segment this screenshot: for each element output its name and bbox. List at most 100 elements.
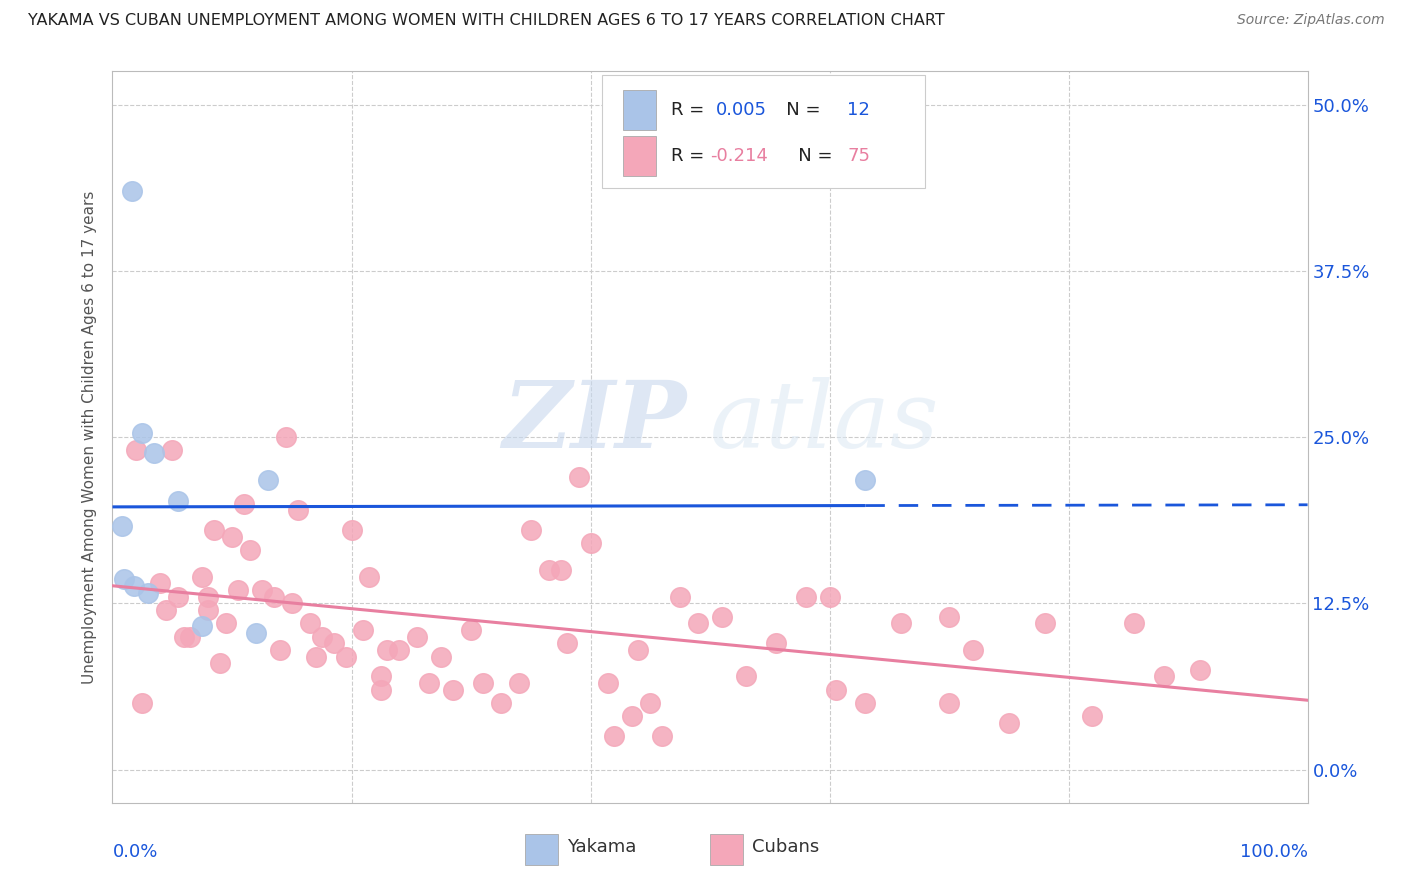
- Point: [1153, 669, 1175, 683]
- Point: [890, 616, 912, 631]
- Point: [226, 582, 249, 597]
- Point: [281, 596, 304, 610]
- Text: Cubans: Cubans: [752, 838, 820, 855]
- Point: [149, 576, 172, 591]
- Point: [197, 590, 219, 604]
- Point: [143, 446, 166, 460]
- Point: [239, 543, 262, 558]
- Point: [370, 669, 392, 683]
- Bar: [524, 834, 558, 865]
- Point: [377, 643, 399, 657]
- Point: [111, 519, 134, 533]
- Point: [114, 573, 135, 587]
- Point: [765, 636, 787, 650]
- Point: [938, 696, 960, 710]
- Text: Source: ZipAtlas.com: Source: ZipAtlas.com: [1237, 13, 1385, 28]
- Text: R =: R =: [671, 101, 710, 119]
- Point: [550, 563, 572, 577]
- Point: [651, 729, 673, 743]
- Point: [167, 494, 190, 508]
- Point: [208, 656, 231, 670]
- Text: N =: N =: [769, 101, 825, 119]
- Point: [202, 523, 225, 537]
- Point: [621, 709, 644, 723]
- Text: Yakama: Yakama: [567, 838, 636, 855]
- FancyBboxPatch shape: [602, 75, 925, 188]
- Bar: [623, 136, 657, 176]
- Y-axis label: Unemployment Among Women with Children Ages 6 to 17 years: Unemployment Among Women with Children A…: [82, 190, 97, 684]
- Point: [489, 696, 512, 710]
- Point: [388, 643, 411, 657]
- Bar: [623, 90, 657, 130]
- Point: [311, 630, 333, 644]
- Point: [441, 682, 464, 697]
- Point: [287, 503, 309, 517]
- Point: [824, 682, 846, 697]
- Point: [359, 570, 381, 584]
- Point: [173, 630, 195, 644]
- Point: [686, 616, 709, 631]
- Point: [131, 426, 153, 441]
- Point: [818, 590, 841, 604]
- Point: [191, 619, 214, 633]
- Point: [304, 649, 326, 664]
- Point: [520, 523, 543, 537]
- Point: [335, 649, 357, 664]
- Point: [167, 590, 190, 604]
- Point: [711, 609, 734, 624]
- Point: [340, 523, 363, 537]
- Point: [322, 636, 344, 650]
- Point: [579, 536, 602, 550]
- Point: [352, 623, 374, 637]
- Point: [537, 563, 560, 577]
- Point: [735, 669, 758, 683]
- Text: 0.005: 0.005: [716, 101, 768, 119]
- Point: [998, 716, 1021, 731]
- Point: [1123, 616, 1146, 631]
- Point: [567, 470, 591, 484]
- Text: 75: 75: [848, 147, 870, 165]
- Point: [298, 616, 321, 631]
- Point: [508, 676, 530, 690]
- Text: R =: R =: [671, 147, 710, 165]
- Point: [121, 184, 143, 198]
- Point: [245, 625, 267, 640]
- Point: [418, 676, 440, 690]
- Point: [257, 473, 280, 487]
- Point: [962, 643, 984, 657]
- Point: [1033, 616, 1056, 631]
- Point: [269, 643, 291, 657]
- Text: YAKAMA VS CUBAN UNEMPLOYMENT AMONG WOMEN WITH CHILDREN AGES 6 TO 17 YEARS CORREL: YAKAMA VS CUBAN UNEMPLOYMENT AMONG WOMEN…: [28, 13, 945, 29]
- Point: [162, 443, 183, 458]
- Text: ZIP: ZIP: [502, 377, 686, 467]
- Point: [370, 682, 392, 697]
- Point: [191, 570, 214, 584]
- Point: [853, 473, 877, 487]
- Point: [122, 579, 145, 593]
- Text: N =: N =: [780, 147, 838, 165]
- Text: -0.214: -0.214: [710, 147, 768, 165]
- Point: [250, 582, 273, 597]
- Point: [1189, 663, 1212, 677]
- Text: atlas: atlas: [710, 377, 939, 467]
- Point: [274, 430, 297, 444]
- Point: [263, 590, 285, 604]
- Text: 100.0%: 100.0%: [1240, 843, 1308, 861]
- Point: [221, 530, 243, 544]
- Point: [627, 643, 650, 657]
- Point: [853, 696, 877, 710]
- Point: [179, 630, 201, 644]
- Point: [555, 636, 578, 650]
- Text: 12: 12: [848, 101, 870, 119]
- Bar: [710, 834, 744, 865]
- Point: [1081, 709, 1104, 723]
- Point: [406, 630, 429, 644]
- Point: [155, 603, 177, 617]
- Text: 0.0%: 0.0%: [112, 843, 157, 861]
- Point: [138, 585, 160, 599]
- Point: [603, 729, 626, 743]
- Point: [131, 696, 153, 710]
- Point: [430, 649, 453, 664]
- Point: [938, 609, 960, 624]
- Point: [472, 676, 495, 690]
